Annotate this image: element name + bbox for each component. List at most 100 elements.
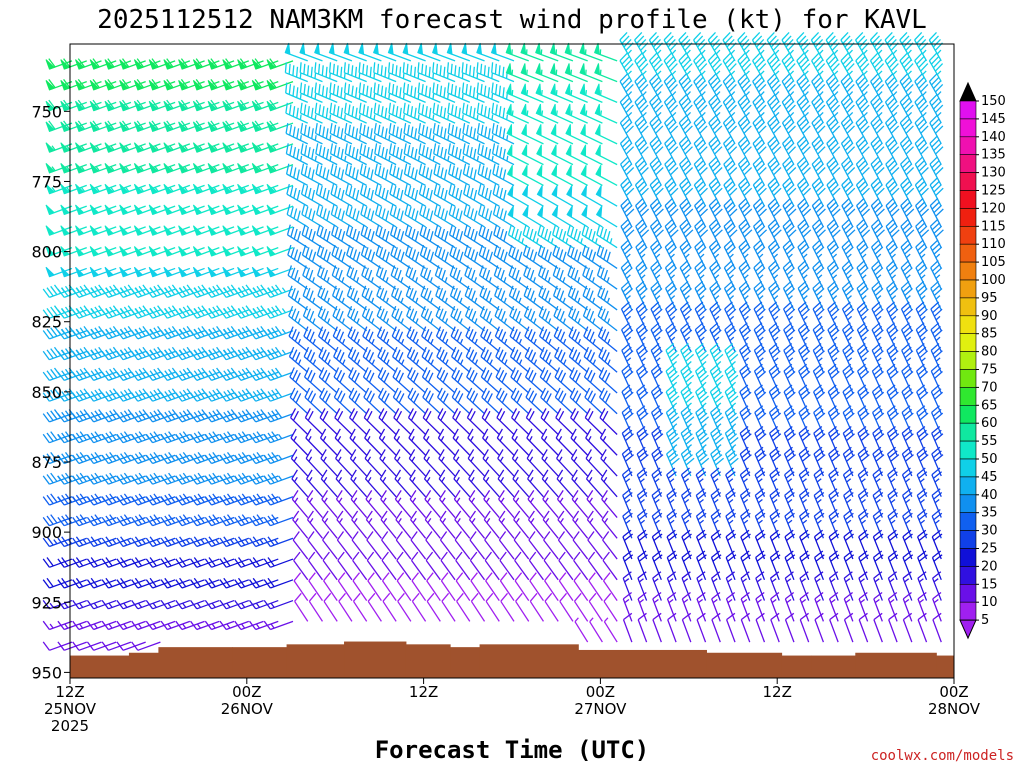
wind-barb (902, 550, 914, 581)
wind-barb (899, 52, 914, 82)
wind-barb (555, 408, 574, 435)
wind-barb (825, 31, 840, 62)
wind-barb (526, 428, 544, 456)
wind-barb (492, 183, 515, 207)
wind-barb (237, 246, 264, 257)
wind-barb (665, 363, 680, 394)
wind-barb (797, 177, 812, 207)
colorbar-segment (959, 387, 977, 406)
wind-barb (768, 343, 781, 373)
wind-barb (843, 612, 854, 643)
wind-barb (500, 592, 515, 622)
wind-barb (207, 246, 235, 257)
wind-barb (554, 346, 574, 373)
colorbar-label: 10 (981, 595, 998, 610)
wind-barb (454, 510, 471, 539)
wind-barb (723, 218, 738, 248)
wind-barb (521, 164, 544, 186)
colorbar-label: 140 (981, 130, 1006, 145)
wind-barb (637, 529, 648, 560)
wind-barb (781, 114, 796, 145)
wind-barb (811, 156, 826, 186)
wind-barb (724, 384, 739, 415)
wind-barb (60, 142, 87, 153)
wind-barb (119, 163, 146, 174)
wind-barb (840, 135, 856, 165)
wind-barb (60, 120, 87, 132)
wind-barb (900, 177, 915, 207)
wind-barb (696, 550, 707, 581)
wind-barb (931, 467, 943, 498)
wind-barb (826, 197, 841, 228)
chart-title: 2025112512 NAM3KM forecast wind profile … (97, 5, 927, 35)
wind-barb (599, 408, 618, 435)
wind-barb (588, 592, 603, 622)
wind-barb (856, 239, 869, 269)
wind-barb (929, 177, 944, 207)
wind-barb (424, 490, 441, 518)
wind-barb (887, 529, 899, 560)
wind-barb (305, 428, 323, 456)
wind-barb (60, 266, 87, 278)
wind-barb (887, 508, 899, 539)
wind-barb (916, 405, 929, 435)
wind-barb (588, 572, 603, 601)
wind-barb (492, 204, 515, 228)
wind-barb (104, 142, 132, 153)
wind-barb (722, 94, 737, 124)
x-tick-label: 00Z (232, 683, 261, 701)
wind-barb (902, 612, 913, 643)
x-tick-label: 12Z (763, 683, 792, 701)
wind-barb (318, 367, 338, 394)
wind-barb (708, 218, 723, 248)
wind-barb (572, 531, 589, 560)
wind-barb (755, 550, 766, 581)
wind-barb (507, 185, 530, 207)
wind-barb (884, 94, 900, 124)
wind-barb (104, 183, 132, 195)
wind-barb (389, 183, 412, 207)
wind-barb (680, 343, 695, 373)
wind-barb (75, 142, 102, 153)
wind-barb (755, 591, 766, 622)
wind-barb (316, 265, 338, 290)
wind-barb (597, 326, 618, 352)
wind-barb (388, 143, 412, 166)
wind-barb (375, 244, 397, 269)
wind-barb (433, 183, 456, 207)
wind-barb (319, 428, 338, 456)
wind-barb (163, 204, 191, 216)
wind-barb (263, 493, 294, 506)
wind-barb (417, 82, 441, 103)
wind-barb (649, 156, 664, 186)
wind-barb (482, 428, 500, 456)
wind-barb (681, 529, 692, 560)
wind-barb (192, 225, 220, 236)
wind-barb (664, 114, 679, 145)
colorbar-segment (959, 369, 977, 388)
wind-barb (222, 142, 250, 153)
wind-barb (285, 163, 309, 186)
wind-barb (452, 449, 471, 477)
terrain-block (232, 647, 288, 678)
wind-barb (899, 73, 914, 103)
wind-barb (485, 572, 500, 601)
wind-barb (89, 225, 117, 236)
wind-barb (75, 246, 102, 257)
wind-barb (403, 123, 426, 145)
wind-barb (470, 592, 486, 622)
wind-barb (782, 218, 797, 248)
wind-barb (358, 102, 382, 124)
wind-barb (873, 591, 883, 622)
wind-barb (477, 163, 500, 186)
wind-barb (89, 120, 117, 132)
wind-barb (566, 185, 588, 207)
wind-barb (319, 408, 338, 435)
wind-barb (857, 467, 869, 498)
wind-barb (796, 135, 811, 165)
wind-barb (320, 469, 338, 498)
wind-barb (358, 62, 382, 83)
wind-barb (929, 218, 944, 248)
wind-barb (263, 388, 294, 402)
wind-barb (582, 305, 603, 332)
